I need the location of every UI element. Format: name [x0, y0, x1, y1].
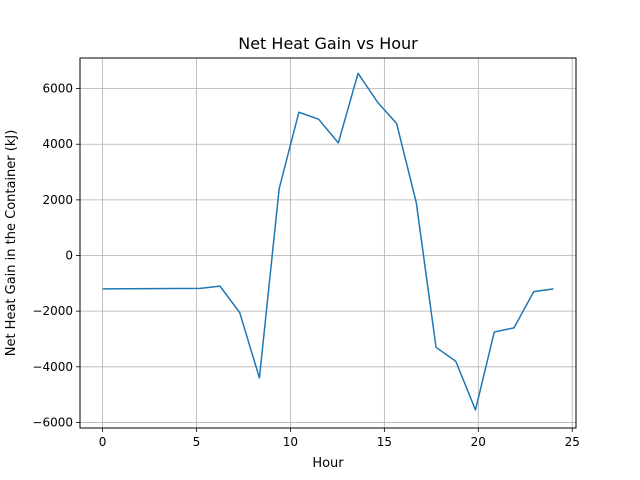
x-tick-label: 10 — [283, 435, 298, 449]
x-axis-ticks: 0 5 10 15 20 25 — [99, 428, 580, 449]
plot-frame — [79, 57, 577, 429]
x-tick-label: 5 — [193, 435, 201, 449]
y-tick-label: 6000 — [42, 82, 73, 96]
y-tick-label: 2000 — [42, 193, 73, 207]
x-axis-label: Hour — [312, 456, 344, 471]
x-tick-label: 0 — [99, 435, 107, 449]
series-line-0 — [102, 72, 554, 411]
grid-lines — [80, 58, 576, 428]
y-tick-label: −6000 — [32, 415, 73, 429]
x-tick-label: 15 — [377, 435, 392, 449]
series-layer — [102, 72, 554, 411]
y-axis-label: Net Heat Gain in the Container (kJ) — [4, 130, 19, 357]
y-tick-label: −4000 — [32, 360, 73, 374]
x-tick-label: 25 — [565, 435, 580, 449]
y-axis-ticks: −6000 −4000 −2000 0 2000 4000 6000 — [32, 82, 80, 429]
chart-title: Net Heat Gain vs Hour — [238, 34, 418, 53]
y-tick-label: 0 — [65, 249, 73, 263]
x-tick-label: 20 — [471, 435, 486, 449]
y-tick-label: 4000 — [42, 137, 73, 151]
y-tick-label: −2000 — [32, 304, 73, 318]
